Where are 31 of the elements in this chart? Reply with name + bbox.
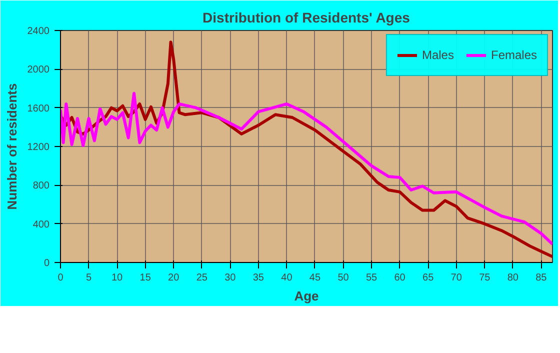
x-tick-label: 65 <box>422 272 434 284</box>
y-tick-label: 0 <box>44 258 50 269</box>
x-tick-label: 85 <box>536 272 548 284</box>
x-tick-label: 5 <box>86 272 92 284</box>
x-tick-label: 55 <box>366 272 378 284</box>
x-tick-label: 60 <box>394 272 406 284</box>
y-tick-label: 2400 <box>27 26 50 37</box>
x-tick-label: 15 <box>140 272 152 284</box>
y-tick-label: 800 <box>32 180 50 192</box>
chart-title: Distribution of Residents' Ages <box>202 10 410 26</box>
x-tick-label: 20 <box>168 272 180 284</box>
y-tick-label: 400 <box>32 219 50 230</box>
x-tick-label: 40 <box>281 272 293 284</box>
x-tick-label: 35 <box>252 272 264 284</box>
y-tick-label: 2000 <box>27 64 50 76</box>
x-axis-title: Age <box>294 288 319 304</box>
x-tick-label: 80 <box>507 272 519 284</box>
y-tick-label: 1200 <box>27 142 50 153</box>
line-series <box>60 92 552 246</box>
y-tick-label: 1600 <box>27 103 50 114</box>
x-tick-label: 25 <box>196 272 208 284</box>
legend-label: Females <box>490 48 537 62</box>
x-tick-label: 75 <box>479 272 491 284</box>
legend-label: Males <box>422 48 454 62</box>
y-axis-title: Number of residents <box>4 83 20 210</box>
x-tick-label: 10 <box>111 272 124 284</box>
x-tick-label: 0 <box>58 272 64 284</box>
x-tick-label: 70 <box>450 272 462 284</box>
x-tick-label: 30 <box>224 272 236 284</box>
x-tick-label: 45 <box>309 272 321 284</box>
x-tick-label: 50 <box>338 272 350 284</box>
